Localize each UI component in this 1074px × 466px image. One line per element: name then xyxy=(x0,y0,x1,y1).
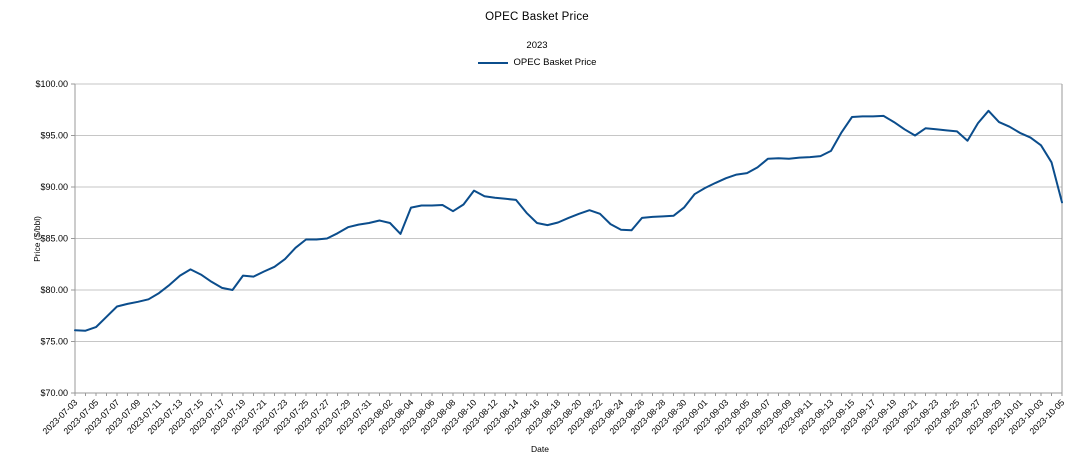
chart-subtitle: 2023 xyxy=(526,40,548,51)
gridlines xyxy=(75,83,1062,342)
y-tick-label: $70.00 xyxy=(40,388,68,398)
y-tick-label: $90.00 xyxy=(40,182,68,192)
x-axis-title: Date xyxy=(531,444,549,454)
y-axis-title: Price ($/bbl) xyxy=(32,216,42,262)
legend-line-swatch xyxy=(477,61,508,64)
legend: OPEC Basket Price xyxy=(0,57,1074,68)
tick-marks xyxy=(71,83,1063,396)
chart-title: OPEC Basket Price xyxy=(485,11,589,23)
y-tick-label: $75.00 xyxy=(40,337,68,347)
legend-label: OPEC Basket Price xyxy=(513,57,597,68)
y-tick-label: $100.00 xyxy=(35,79,68,89)
y-tick-label: $80.00 xyxy=(40,285,68,295)
y-tick-label: $95.00 xyxy=(40,131,68,141)
y-tick-label: $85.00 xyxy=(40,234,68,244)
price-line-series xyxy=(74,109,1063,332)
data-series xyxy=(74,109,1063,332)
